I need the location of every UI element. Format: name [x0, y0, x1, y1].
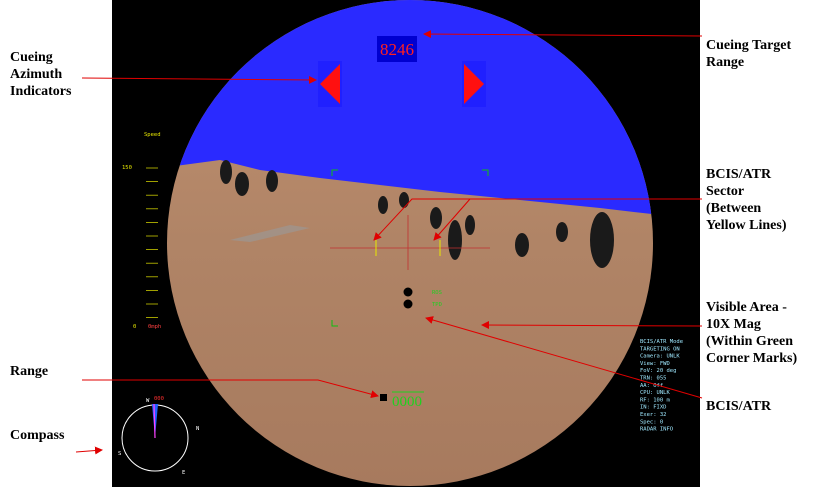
arrow	[373, 198, 702, 241]
status-line: BCIS/ATR Mode	[640, 339, 683, 345]
annotation-label: Cueing	[10, 50, 53, 65]
azimuth-cue-left	[320, 64, 340, 104]
speed-max: 150	[122, 165, 132, 171]
speed-scale: Speed 150 0 0mph	[122, 132, 161, 330]
annotations: Cueing Azimuth Indicators Range Compass Cuein…	[10, 30, 797, 455]
status-line: View: FWD	[640, 361, 670, 367]
compass-e: E	[182, 470, 185, 476]
target-range-box	[377, 36, 417, 62]
annotation-label: BCIS/ATR	[706, 167, 772, 182]
compass: 000 W N S E	[118, 396, 199, 476]
status-line: IN: FIXD	[640, 405, 667, 411]
status-line: TRN: 055	[640, 376, 667, 382]
compass-n: N	[196, 426, 199, 432]
arrow	[75, 446, 103, 455]
atr-label: ROS	[432, 290, 442, 296]
arrow	[81, 75, 317, 84]
annotation-label: Cueing Target	[706, 38, 792, 53]
speed-label: Speed	[144, 132, 161, 138]
status-line: RF: 100 m	[640, 397, 670, 403]
green-corner-marks	[331, 169, 489, 327]
compass-heading-text: 000	[154, 396, 164, 402]
status-line: Spec: 0	[640, 419, 663, 425]
status-line: TARGETING ON	[640, 346, 680, 352]
annotation-label: Range	[10, 364, 48, 379]
atr-sector-lines	[375, 240, 441, 256]
status-line: FoV: 20 deg	[640, 368, 676, 374]
atr-marker	[403, 287, 413, 297]
annotation-label: Yellow Lines)	[706, 218, 787, 233]
compass-w: W	[146, 398, 150, 404]
arrow	[425, 316, 703, 399]
arrow	[82, 379, 379, 399]
status-line: RADAR INFO	[640, 427, 673, 433]
atr-marker	[403, 299, 413, 309]
target-range: 8246	[380, 40, 414, 59]
annotation-label: Compass	[10, 428, 65, 443]
status-line: Exer: 32	[640, 412, 667, 418]
annotation-label: Corner Marks)	[706, 351, 797, 366]
compass-heading	[153, 403, 156, 439]
annotation-label: Azimuth	[10, 67, 62, 82]
annotation-label: (Within Green	[706, 334, 793, 349]
annotation-label: 10X Mag	[706, 317, 761, 332]
arrow	[433, 198, 471, 241]
status-line: AA: Off	[640, 383, 663, 389]
range-marker	[380, 394, 387, 401]
annotation-label: Visible Area -	[706, 300, 787, 315]
trees	[220, 160, 614, 268]
road	[230, 225, 310, 242]
atr-label: TPD	[432, 302, 442, 308]
status-line: CPU: UNLK	[640, 390, 670, 396]
reticle	[330, 215, 490, 270]
arrow	[481, 321, 703, 330]
compass-s: S	[118, 451, 121, 457]
annotation-label: Sector	[706, 184, 744, 199]
arrow	[423, 30, 703, 39]
status-line: Camera: UNLK	[640, 354, 680, 360]
speed-min: 0	[133, 324, 136, 330]
speed-current: 0mph	[148, 324, 161, 330]
speed-ticks	[146, 167, 158, 319]
azimuth-cue-right	[464, 64, 484, 104]
annotation-label: BCIS/ATR	[706, 399, 772, 414]
sky	[167, 0, 653, 215]
annotation-label: (Between	[706, 201, 761, 216]
annotation-label: Range	[706, 55, 744, 70]
range-readout: 0000	[392, 394, 422, 410]
annotation-label: Indicators	[10, 84, 72, 99]
scope-view: ROS TPD 8246 0000	[167, 0, 653, 486]
